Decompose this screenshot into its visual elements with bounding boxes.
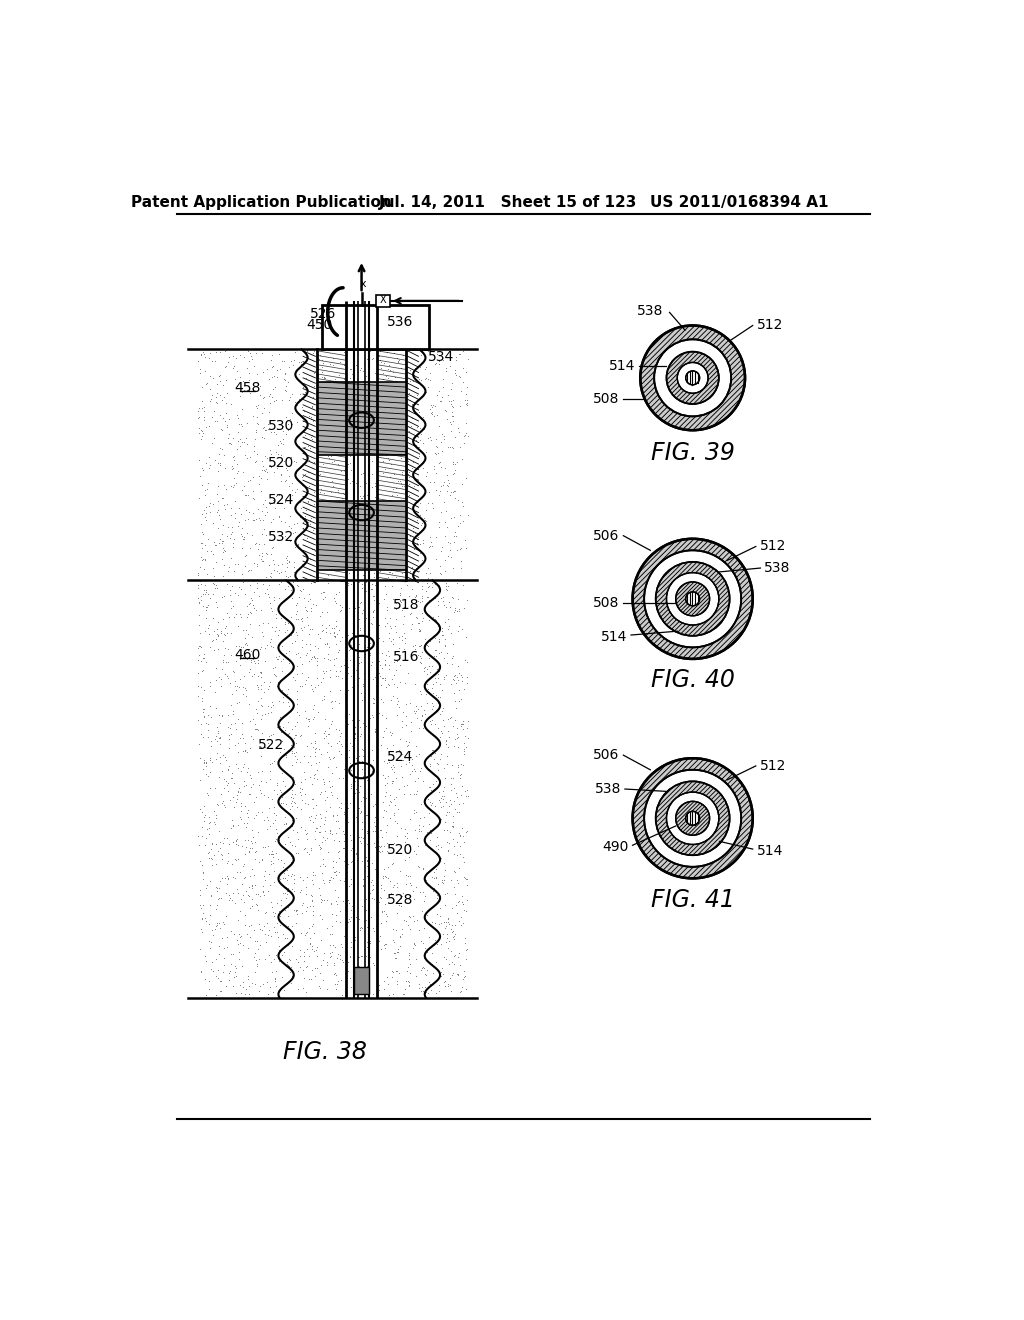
Text: 514: 514 (757, 843, 783, 858)
Text: Jul. 14, 2011   Sheet 15 of 123: Jul. 14, 2011 Sheet 15 of 123 (379, 195, 637, 210)
Circle shape (686, 371, 699, 385)
Bar (354, 966, 370, 994)
Text: 520: 520 (387, 843, 414, 857)
Text: US 2011/0168394 A1: US 2011/0168394 A1 (649, 195, 828, 210)
Circle shape (677, 363, 708, 393)
Text: 506: 506 (593, 748, 620, 762)
Text: 512: 512 (757, 318, 783, 333)
Text: 524: 524 (267, 492, 294, 507)
Text: 530: 530 (267, 420, 294, 433)
Text: FIG. 39: FIG. 39 (650, 441, 734, 466)
Circle shape (644, 770, 741, 867)
Bar (317, 381, 407, 455)
Text: 458: 458 (234, 381, 261, 395)
Text: 538: 538 (764, 561, 791, 576)
Circle shape (655, 562, 730, 636)
Text: 506: 506 (593, 529, 620, 543)
Text: 514: 514 (608, 359, 635, 374)
Text: 450: 450 (306, 318, 333, 333)
Text: 528: 528 (387, 892, 414, 907)
Circle shape (633, 758, 753, 878)
Circle shape (686, 812, 699, 825)
Text: 508: 508 (593, 595, 620, 610)
Text: 518: 518 (393, 598, 420, 612)
Text: 534: 534 (428, 350, 454, 364)
Circle shape (633, 539, 753, 659)
Bar (317, 502, 407, 570)
Text: 490: 490 (602, 840, 629, 854)
Circle shape (654, 339, 731, 416)
Text: FIG. 41: FIG. 41 (650, 888, 734, 912)
Bar (376, 296, 390, 308)
Text: 460: 460 (234, 648, 261, 663)
Text: 508: 508 (593, 392, 620, 407)
Text: 524: 524 (387, 751, 414, 764)
Circle shape (667, 792, 719, 845)
Text: x: x (359, 279, 367, 289)
Text: 512: 512 (760, 540, 786, 553)
Text: 538: 538 (637, 304, 664, 318)
Text: 512: 512 (760, 759, 786, 774)
Text: 526: 526 (310, 308, 336, 321)
Text: 536: 536 (387, 314, 414, 329)
Circle shape (676, 801, 710, 836)
Text: 516: 516 (393, 651, 420, 664)
Text: 532: 532 (267, 531, 294, 544)
Text: 522: 522 (258, 738, 284, 752)
Circle shape (655, 781, 730, 855)
Text: 520: 520 (267, 457, 294, 470)
Bar (322, 305, 429, 350)
Text: FIG. 40: FIG. 40 (650, 668, 734, 693)
Circle shape (667, 351, 719, 404)
Circle shape (640, 326, 745, 430)
Text: 538: 538 (595, 781, 621, 796)
Text: Patent Application Publication: Patent Application Publication (131, 195, 392, 210)
Text: FIG. 38: FIG. 38 (283, 1040, 367, 1064)
Circle shape (644, 550, 741, 647)
Text: 514: 514 (601, 630, 628, 644)
Circle shape (676, 582, 710, 616)
Text: X: X (380, 296, 386, 305)
Circle shape (686, 591, 699, 606)
Circle shape (667, 573, 719, 626)
